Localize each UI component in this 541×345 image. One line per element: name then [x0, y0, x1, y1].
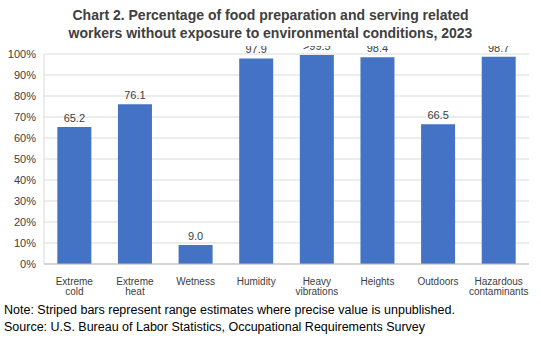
- svg-text:Heights: Heights: [360, 276, 394, 287]
- svg-text:30%: 30%: [14, 195, 36, 207]
- svg-text:50%: 50%: [14, 153, 36, 165]
- svg-text:9.0: 9.0: [188, 230, 203, 242]
- svg-text:65.2: 65.2: [64, 112, 85, 124]
- svg-text:100%: 100%: [8, 48, 36, 60]
- svg-text:Extremeheat: Extremeheat: [116, 276, 154, 297]
- svg-text:>99.5: >99.5: [303, 46, 331, 52]
- html-text:Source: U.S. Bureau of Labor S: Source: U.S. Bureau of Labor Statistics,…: [4, 320, 425, 334]
- html-text:Note: Striped bars represent r: Note: Striped bars represent range estim…: [4, 303, 455, 317]
- svg-text:70%: 70%: [14, 111, 36, 123]
- svg-text:40%: 40%: [14, 174, 36, 186]
- svg-text:Humidity: Humidity: [237, 276, 276, 287]
- svg-text:60%: 60%: [14, 132, 36, 144]
- svg-text:98.7: 98.7: [488, 46, 509, 54]
- svg-text:20%: 20%: [14, 216, 36, 228]
- svg-text:76.1: 76.1: [124, 89, 145, 101]
- html-text:Chart 2. Percentage of food pr: Chart 2. Percentage of food preparation …: [68, 7, 473, 41]
- svg-text:Hazardouscontaminants: Hazardouscontaminants: [469, 276, 528, 297]
- svg-text:Extremecold: Extremecold: [56, 276, 94, 297]
- svg-text:Wetness: Wetness: [176, 276, 215, 287]
- svg-text:Heavyvibrations: Heavyvibrations: [295, 276, 338, 297]
- svg-text:90%: 90%: [14, 69, 36, 81]
- svg-text:0%: 0%: [20, 258, 36, 270]
- svg-text:98.4: 98.4: [367, 46, 388, 54]
- svg-text:80%: 80%: [14, 90, 36, 102]
- svg-text:97.9: 97.9: [246, 46, 267, 55]
- svg-text:66.5: 66.5: [427, 109, 448, 121]
- svg-text:Outdoors: Outdoors: [417, 276, 458, 287]
- svg-text:10%: 10%: [14, 237, 36, 249]
